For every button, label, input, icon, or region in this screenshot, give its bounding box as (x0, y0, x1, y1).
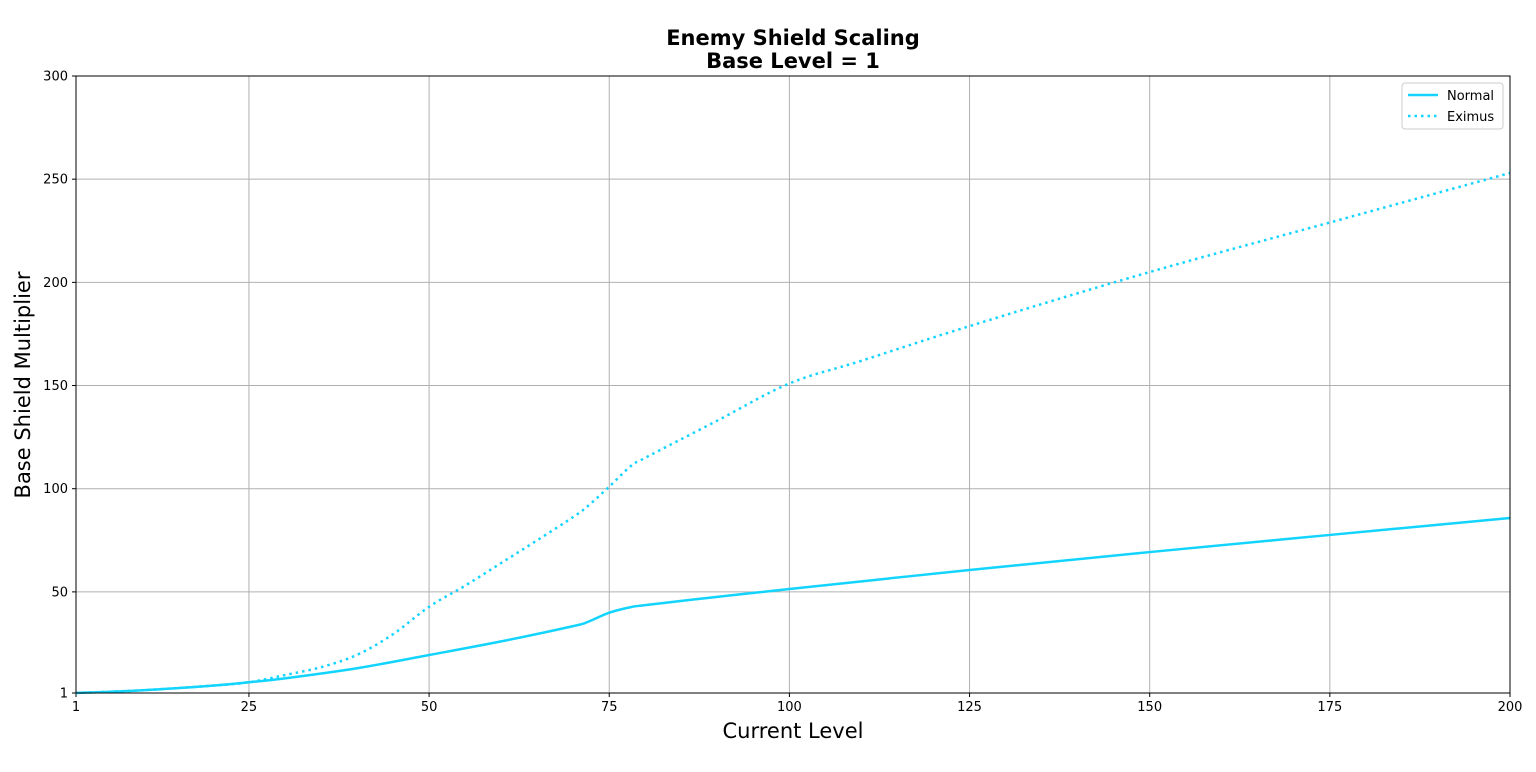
y-tick-label: 250 (43, 173, 68, 188)
y-tick-label: 100 (43, 482, 68, 497)
legend-label-normal: Normal (1447, 89, 1494, 104)
legend: Normal Eximus (1401, 82, 1504, 130)
x-axis-label: Current Level (723, 719, 864, 743)
series-line-eximus (75, 171, 1511, 695)
series-lines (75, 171, 1511, 695)
x-tick-label: 1 (72, 700, 80, 715)
grid (75, 75, 1511, 694)
x-tick-label: 25 (241, 700, 258, 715)
x-tick-label: 150 (1137, 700, 1162, 715)
x-tick-label: 200 (1498, 700, 1523, 715)
x-tick-label: 175 (1317, 700, 1342, 715)
x-tick-label: 50 (421, 700, 438, 715)
y-axis-label: Base Shield Multiplier (11, 271, 35, 498)
series-line-normal (75, 516, 1511, 695)
chart-subtitle: Base Level = 1 (706, 49, 880, 73)
y-tick-label: 1 (60, 687, 68, 702)
y-tick-label: 300 (43, 70, 68, 85)
legend-label-eximus: Eximus (1447, 110, 1494, 125)
x-tick-label: 100 (777, 700, 802, 715)
y-tick-label: 150 (43, 379, 68, 394)
y-tick-label: 50 (51, 585, 68, 600)
x-tick-label: 75 (601, 700, 618, 715)
x-tick-label: 125 (957, 700, 982, 715)
chart-title: Enemy Shield Scaling (666, 26, 920, 50)
plot-frame (75, 75, 1511, 694)
y-tick-label: 200 (43, 276, 68, 291)
